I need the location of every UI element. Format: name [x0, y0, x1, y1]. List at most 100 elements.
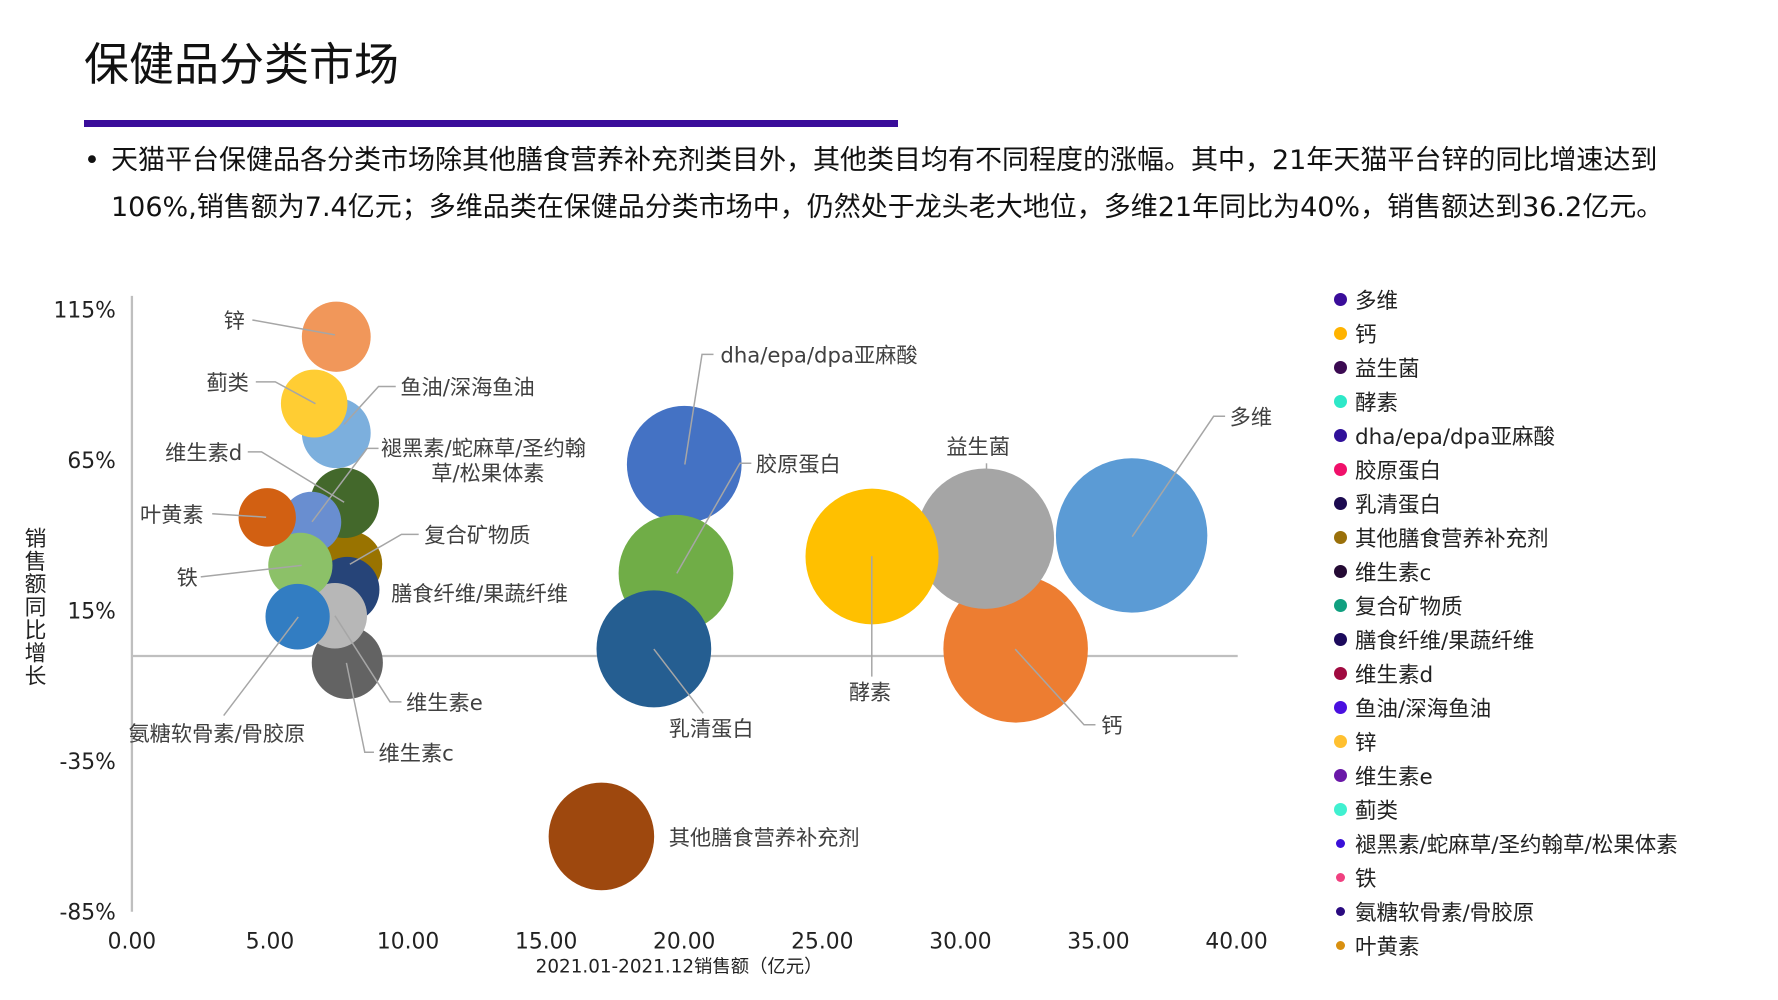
legend-label: 维生素e [1355, 764, 1433, 790]
leader-line [334, 615, 402, 703]
leader-line [653, 648, 704, 714]
bubble-point[interactable] [626, 405, 742, 523]
legend-label: 其他膳食营养补充剂 [1355, 526, 1549, 552]
legend-label: 乳清蛋白 [1355, 492, 1442, 518]
label-leader-lines [200, 319, 1226, 754]
legend-marker-icon [1334, 428, 1347, 442]
legend-marker-icon [1334, 802, 1347, 816]
legend-item[interactable]: 氨糖软骨素/骨胶原 [1332, 894, 1678, 928]
legend-marker-icon [1334, 530, 1347, 544]
bubble-point[interactable] [1055, 458, 1208, 613]
legend-label: 膳食纤维/果蔬纤维 [1355, 628, 1535, 654]
y-axis-title-char: 长 [25, 664, 47, 689]
legend-label: 铁 [1355, 866, 1377, 892]
leader-line [349, 533, 419, 565]
legend-item[interactable]: 益生菌 [1332, 350, 1678, 384]
legend-marker-icon [1334, 496, 1347, 510]
bubble-point[interactable] [596, 590, 712, 708]
x-tick-label: 15.00 [515, 929, 577, 954]
legend-item[interactable]: 其他膳食营养补充剂 [1332, 520, 1678, 554]
legend-marker-icon [1334, 292, 1347, 306]
bubble-series [238, 301, 1208, 891]
x-axis-ticks: 0.00 5.00 10.00 15.00 20.00 25.00 30.00 35.00 40… [108, 929, 1268, 954]
leader-line [343, 385, 396, 425]
bubble-point[interactable] [238, 488, 296, 547]
legend-label: 益生菌 [1355, 356, 1420, 382]
legend-marker-icon [1334, 700, 1347, 714]
legend-item[interactable]: 褪黑素/蛇麻草/圣约翰草/松果体素 [1332, 826, 1678, 860]
bubble-label: 氨糖软骨素/骨胶原 [128, 722, 305, 747]
bubble-point[interactable] [548, 782, 655, 891]
leader-line [676, 462, 752, 574]
legend-marker-icon [1334, 768, 1347, 782]
legend-label: 蓟类 [1355, 798, 1399, 824]
legend-item[interactable]: 维生素d [1332, 656, 1678, 690]
bubble-label: 草/松果体素 [431, 462, 544, 487]
leader-line [252, 319, 336, 336]
legend-label: 锌 [1355, 730, 1377, 756]
legend-label: 复合矿物质 [1355, 594, 1463, 620]
legend-item[interactable]: 鱼油/深海鱼油 [1332, 690, 1678, 724]
bubble-label: 复合矿物质 [424, 523, 530, 548]
legend-label: 维生素c [1355, 560, 1432, 586]
legend-item[interactable]: 多维 [1332, 282, 1678, 316]
legend-item[interactable]: 维生素e [1332, 758, 1678, 792]
legend-label: 褪黑素/蛇麻草/圣约翰草/松果体素 [1355, 832, 1678, 858]
bubble-label: 鱼油/深海鱼油 [400, 375, 534, 400]
legend-label: 酵素 [1355, 390, 1399, 416]
bubble-label: 其他膳食营养补充剂 [669, 826, 860, 851]
page-title: 保健品分类市场 [84, 38, 400, 91]
x-tick-label: 5.00 [246, 929, 295, 954]
y-tick-label: 115% [54, 299, 116, 324]
y-axis-title-char: 比 [25, 619, 47, 644]
legend-marker-icon [1334, 462, 1347, 476]
summary-text: 天猫平台保健品各分类市场除其他膳食营养补充剂类目外，其他类目均有不同程度的涨幅。… [111, 145, 1664, 223]
chart-legend: 多维钙益生菌酵素 dha/epa/dpa亚麻酸 胶原蛋白乳清蛋白其他膳食营养补充剂维… [1332, 282, 1678, 962]
legend-item[interactable]: 锌 [1332, 724, 1678, 758]
x-tick-label: 40.00 [1205, 929, 1267, 954]
bubble-label: 钙 [1101, 714, 1122, 739]
bubble-point[interactable] [916, 468, 1055, 609]
leader-line [345, 662, 374, 754]
leader-line [247, 451, 345, 503]
leader-line [1131, 415, 1226, 538]
legend-item[interactable]: 铁 [1332, 860, 1678, 894]
leader-line [223, 616, 299, 717]
legend-item[interactable]: 维生素c [1332, 554, 1678, 588]
legend-label: 氨糖软骨素/骨胶原 [1355, 900, 1535, 926]
bubble-label: 蓟类 [206, 371, 248, 396]
y-axis-title-char: 同 [25, 596, 47, 621]
bubble-label: 益生菌 [946, 435, 1010, 460]
x-tick-label: 30.00 [929, 929, 991, 954]
legend-marker-icon [1334, 394, 1347, 408]
bubble-label: 酵素 [849, 681, 891, 706]
legend-item[interactable]: 酵素 [1332, 384, 1678, 418]
bubble-label: 乳清蛋白 [669, 717, 754, 742]
legend-item[interactable]: 钙 [1332, 316, 1678, 350]
x-tick-label: 0.00 [108, 929, 157, 954]
bubble-label: 胶原蛋白 [756, 452, 841, 477]
legend-label: 叶黄素 [1355, 934, 1420, 960]
x-axis-title: 2021.01-2021.12销售额（亿元） [536, 956, 823, 977]
legend-item[interactable]: 乳清蛋白 [1332, 486, 1678, 520]
y-axis-ticks: 115% 65% 15% -35% -85% [54, 299, 116, 926]
y-axis-title-char: 销 [25, 527, 47, 552]
x-tick-label: 25.00 [791, 929, 853, 954]
legend-item[interactable]: 复合矿物质 [1332, 588, 1678, 622]
legend-item[interactable]: 膳食纤维/果蔬纤维 [1332, 622, 1678, 656]
legend-item[interactable]: 蓟类 [1332, 792, 1678, 826]
legend-item[interactable]: 叶黄素 [1332, 928, 1678, 962]
legend-label: 维生素d [1355, 662, 1434, 688]
legend-label: 鱼油/深海鱼油 [1355, 696, 1492, 722]
legend-item[interactable]: dha/epa/dpa亚麻酸 [1332, 418, 1678, 452]
legend-marker-icon [1336, 940, 1345, 950]
legend-item[interactable]: 胶原蛋白 [1332, 452, 1678, 486]
legend-marker-icon [1334, 666, 1347, 680]
summary-paragraph: • 天猫平台保健品各分类市场除其他膳食营养补充剂类目外，其他类目均有不同程度的涨… [84, 137, 1724, 231]
bubble-point[interactable] [301, 301, 371, 372]
y-tick-label: -35% [60, 750, 116, 775]
legend-marker-icon [1334, 326, 1347, 340]
bubble-label: 维生素d [165, 441, 242, 466]
